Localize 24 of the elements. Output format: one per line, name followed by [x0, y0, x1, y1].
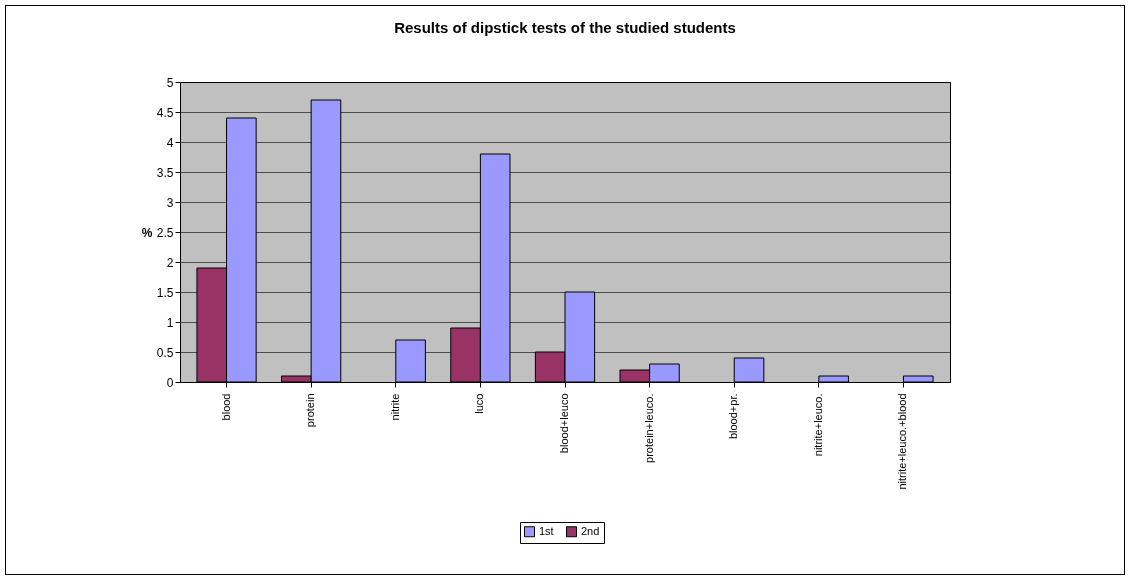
x-tick-label: blood+pr.: [727, 393, 740, 440]
y-tick-label: 0.5: [156, 345, 174, 360]
y-axis-title: %: [141, 225, 153, 240]
x-tick-label: protein+leuco.: [642, 393, 655, 463]
y-tick-label: 3.5: [156, 165, 174, 180]
x-tick-label: blood+leuco: [558, 393, 570, 454]
y-tick-label: 3: [166, 195, 174, 210]
y-tick-label: 2.5: [156, 225, 174, 240]
y-tick-label: 5: [166, 75, 174, 90]
y-tick-label: 2: [166, 255, 174, 270]
y-tick-label: 4.5: [156, 105, 174, 120]
chart-title: Results of dipstick tests of the studied students: [394, 19, 736, 36]
x-tick-label: nitrite: [388, 393, 401, 421]
legend-label: 1st: [539, 524, 554, 537]
x-tick-label: nitrite+leuco.: [811, 393, 824, 457]
y-tick-label: 1.5: [156, 285, 174, 300]
legend-label: 2nd: [581, 524, 600, 537]
x-tick-label: protein: [304, 393, 317, 428]
y-tick-label: 1: [166, 315, 174, 330]
x-tick-label: luco: [473, 393, 486, 414]
x-tick-label: nitrite+leuco.+blood: [896, 393, 909, 490]
y-tick-label: 4: [166, 135, 174, 150]
x-tick-label: blood: [219, 393, 232, 421]
y-tick-label: 0: [166, 375, 174, 390]
